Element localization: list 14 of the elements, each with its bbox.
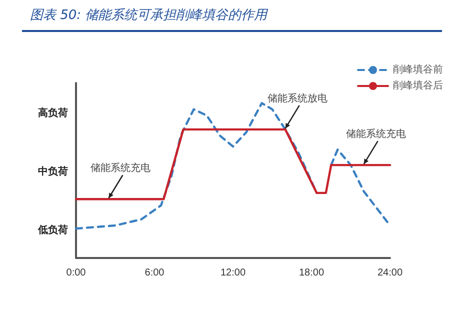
- annotation: 储能系统放电: [267, 92, 328, 104]
- x-tick-label: 18:00: [298, 268, 324, 278]
- annotation: 储能系统充电: [90, 162, 151, 174]
- legend-label: 削峰填谷后: [393, 80, 443, 92]
- text: 低负荷: [37, 224, 68, 236]
- x-tick-label: 0:00: [66, 268, 86, 278]
- text: 高负荷: [38, 107, 68, 120]
- chart-title: 图表 50: 储能系统可承担削峰填谷的作用: [22, 6, 442, 32]
- x-tick-label: 6:00: [144, 268, 165, 278]
- x-tick-label: 24:00: [377, 268, 403, 278]
- x-tick-label: 12:00: [220, 268, 246, 278]
- legend-label: 削峰填谷前: [393, 64, 443, 76]
- annotation: 储能系统充电: [346, 128, 406, 140]
- text: 中负荷: [38, 166, 68, 178]
